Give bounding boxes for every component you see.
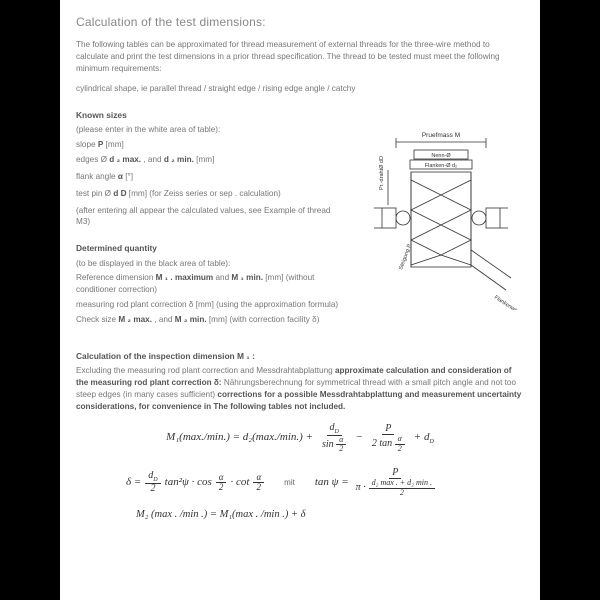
known-sizes-subtitle: (please enter in the white area of table…	[76, 124, 346, 136]
t: [mm]	[103, 140, 123, 149]
t: 2	[254, 483, 265, 492]
t: M ₂ min.	[175, 315, 207, 324]
t: D	[429, 439, 433, 445]
t: M ₂ max.	[118, 315, 152, 324]
known-line-edges: edges Ø d ₂ max. , and d ₂ min. [mm]	[76, 154, 346, 166]
formula-delta: δ = dD 2 tan²ψ · cos α2 · cot α2 mit tan…	[76, 468, 524, 497]
page-title: Calculation of the test dimensions:	[76, 14, 524, 31]
t: d ₂ min.	[164, 155, 194, 164]
t: 2	[395, 445, 405, 453]
diagram-label-nenn: Nenn-Ø	[431, 153, 451, 159]
diagram-label-left: Pr.-drahtØ dD	[379, 156, 385, 190]
t: 2	[147, 484, 158, 495]
formula-m1: M₁(max./min.) = d₂(max./min.) + dD sin α…	[76, 423, 524, 454]
t: · cot	[230, 475, 249, 491]
intro-paragraph-2: cylindrical shape, ie parallel thread / …	[76, 83, 524, 95]
calc-heading: Calculation of the inspection dimension …	[76, 350, 524, 362]
determined-subtitle: (to be displayed in the black area of ta…	[76, 258, 346, 270]
t: D	[335, 429, 339, 435]
known-line-testpin: test pin Ø d D [mm] (for Zeiss series or…	[76, 188, 346, 200]
t: P	[382, 424, 394, 436]
diagram-label-flank: Flanken-Ø d₂	[425, 163, 457, 169]
document-page: Calculation of the test dimensions: The …	[60, 0, 540, 600]
t: [°]	[123, 172, 133, 181]
t: test pin Ø	[76, 189, 113, 198]
t: Check size	[76, 315, 118, 324]
determined-line-check: Check size M ₂ max. , and M ₂ min. [mm] …	[76, 314, 346, 326]
t: 2	[397, 489, 407, 497]
t: flank angle	[76, 172, 118, 181]
t: , and	[152, 315, 175, 324]
intro-paragraph-1: The following tables can be approximated…	[76, 39, 524, 75]
t: edges Ø	[76, 155, 109, 164]
t: tan²ψ · cos	[165, 475, 212, 491]
t: [mm] (for Zeiss series or sep . calculat…	[127, 189, 281, 198]
t: 2	[216, 483, 227, 492]
t: 2 tan	[372, 438, 392, 449]
t: M ₁ min.	[231, 273, 263, 282]
t: sin	[322, 439, 334, 450]
known-line-slope: slope P [mm]	[76, 139, 346, 151]
calc-paragraph: Excluding the measuring rod plant correc…	[76, 365, 524, 413]
t: and	[213, 273, 231, 282]
t: Excluding the measuring rod plant correc…	[76, 366, 335, 375]
known-sizes-heading: Known sizes	[76, 109, 346, 121]
t: tan ψ =	[315, 475, 349, 491]
formula-m2: M₂ (max . /min .) = M₁(max . /min .) + δ	[76, 507, 524, 522]
t: [mm]	[194, 155, 214, 164]
t: π ·	[356, 483, 366, 494]
mit-label: mit	[284, 477, 295, 489]
t: [mm] (with correction facility δ)	[207, 315, 320, 324]
t: , and	[141, 155, 164, 164]
known-line-note: (after entering all appear the calculate…	[76, 205, 346, 229]
known-line-flank: flank angle α [°]	[76, 171, 346, 183]
t: d ₂ max.	[109, 155, 141, 164]
t: −	[355, 430, 362, 446]
known-sizes-block: Known sizes (please enter in the white a…	[76, 109, 346, 326]
t: M ₁ . maximum	[156, 273, 214, 282]
t: Reference dimension	[76, 273, 156, 282]
t: D	[153, 477, 157, 483]
t: M₁(max./min.) = d₂(max./min.) +	[166, 430, 313, 446]
thread-diagram: Pruefmass M Nenn-Ø Flanken-Ø d₂ Pr.-drah…	[356, 130, 526, 310]
diagram-label-fw: Flankenwinkel α	[493, 295, 526, 310]
diagram-label-top: Pruefmass M	[422, 132, 460, 139]
t: δ =	[126, 475, 141, 491]
determined-heading: Determined quantity	[76, 242, 346, 254]
determined-line-delta: measuring rod plant correction δ [mm] (u…	[76, 299, 346, 311]
t: + d	[414, 431, 430, 443]
t: d D	[113, 189, 126, 198]
t: 2	[336, 445, 346, 453]
determined-line-ref: Reference dimension M ₁ . maximum and M …	[76, 272, 346, 296]
t: slope	[76, 140, 98, 149]
